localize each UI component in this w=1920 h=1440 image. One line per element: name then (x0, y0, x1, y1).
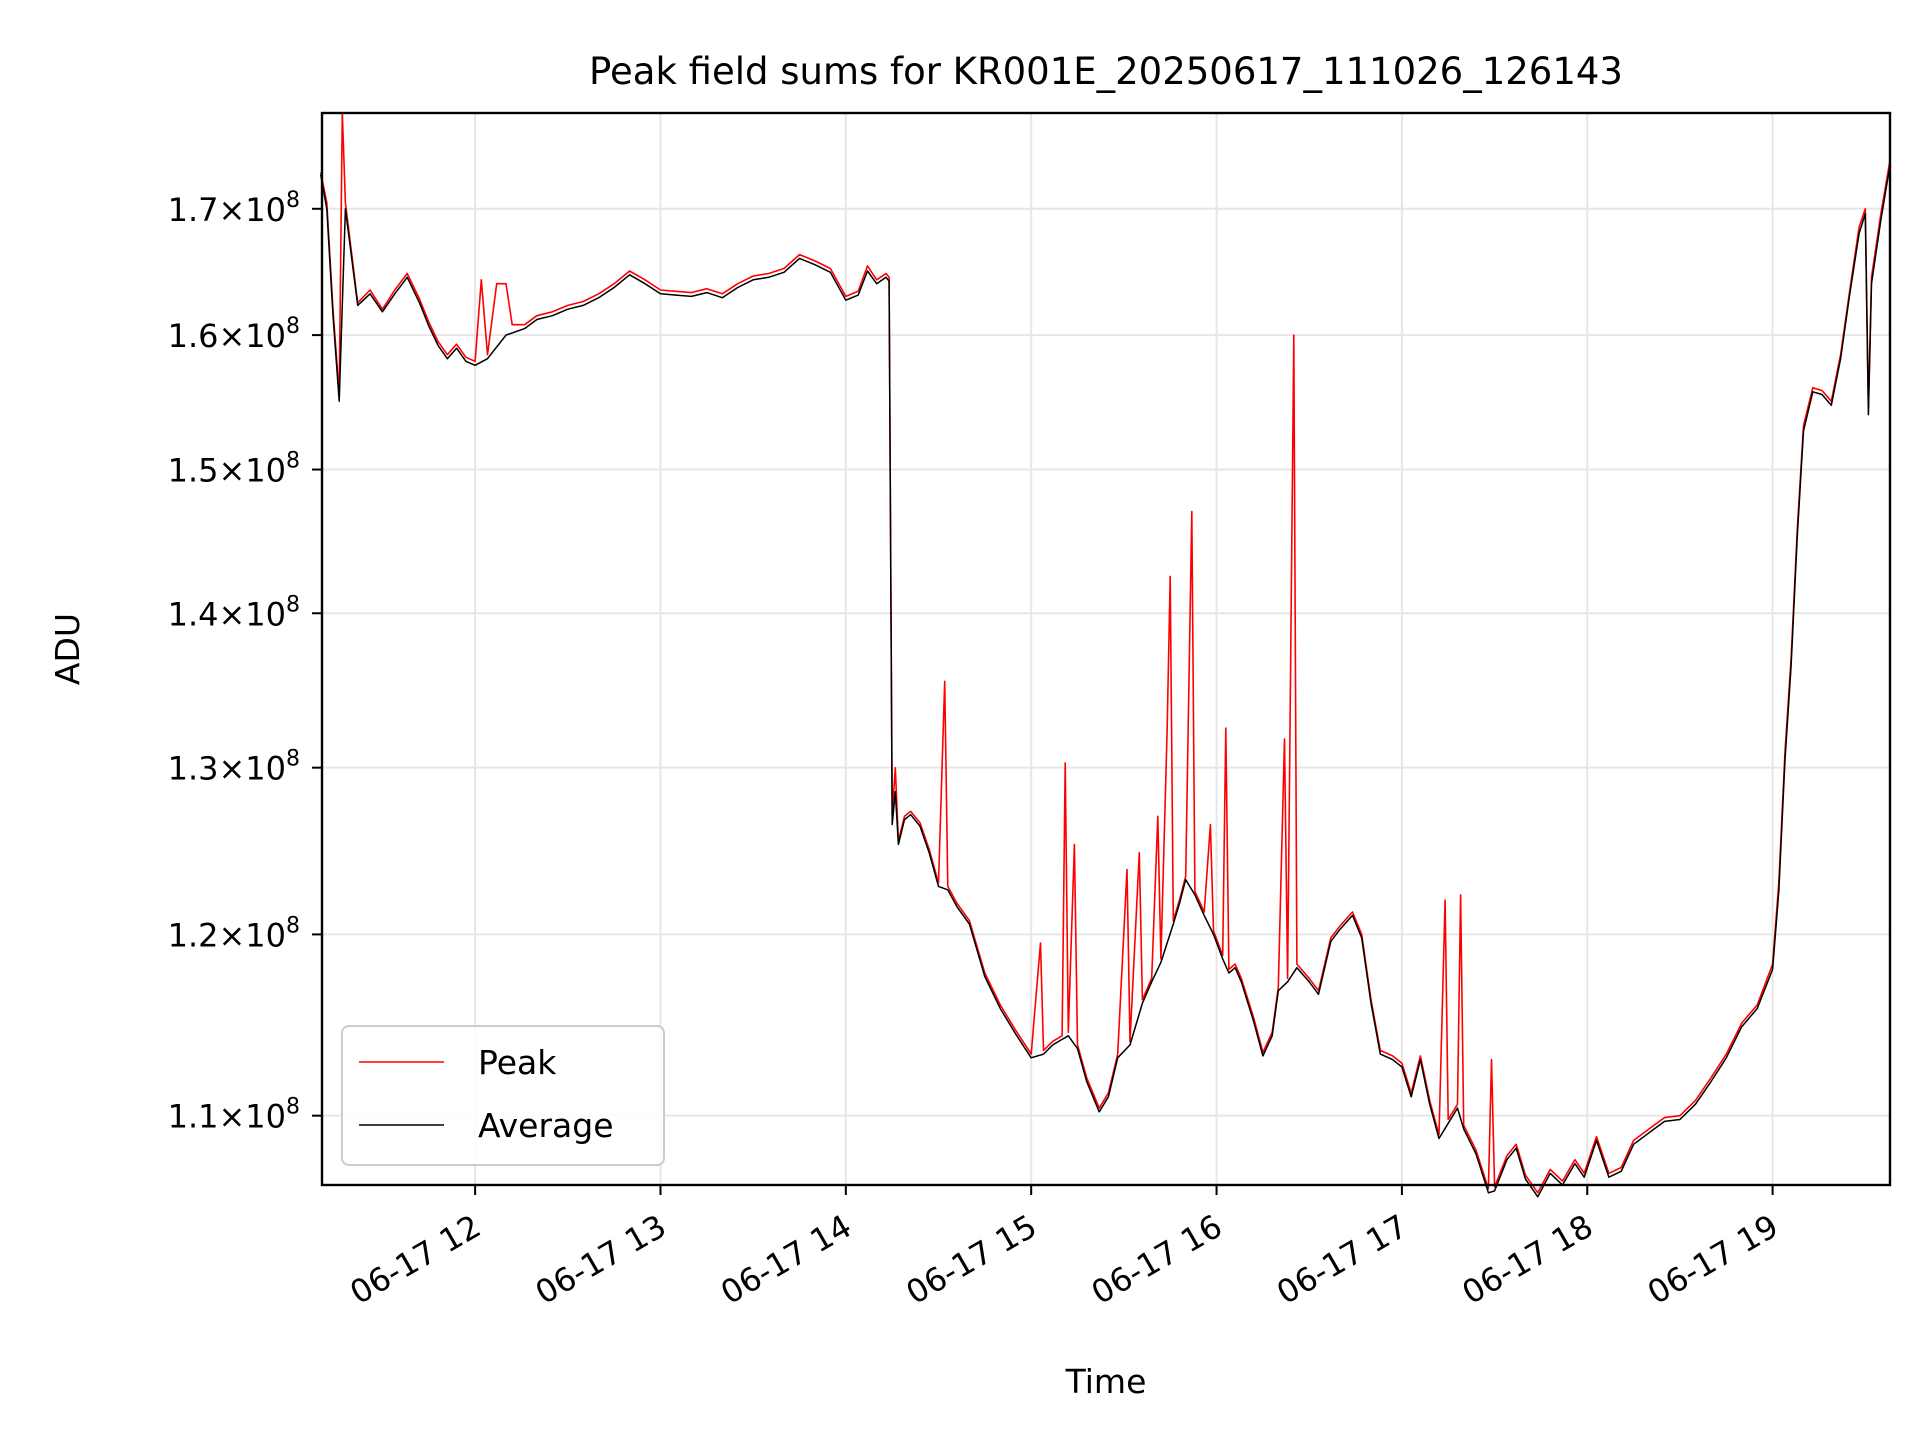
y-tick-label: 1.3×108 (168, 747, 300, 788)
series-line-peak (319, 112, 1891, 1194)
y-tick-exponent: 8 (286, 592, 300, 617)
y-tick-mantissa: 1.3 (168, 750, 219, 788)
y-tick-base: 10 (245, 452, 286, 490)
y-tick-exponent: 8 (286, 747, 300, 772)
y-tick-base: 10 (245, 317, 286, 355)
y-tick-times: × (218, 595, 245, 633)
y-tick-base: 10 (245, 750, 286, 788)
y-tick-times: × (218, 750, 245, 788)
y-tick-times: × (218, 317, 245, 355)
y-tick-exponent: 8 (286, 1095, 300, 1120)
y-tick-label: 1.1×108 (168, 1095, 300, 1136)
y-tick-mantissa: 1.5 (168, 452, 219, 490)
y-tick-label: 1.2×108 (168, 913, 300, 954)
y-tick-times: × (218, 452, 245, 490)
y-axis-label: ADU (48, 613, 87, 685)
y-tick-exponent: 8 (286, 913, 300, 938)
y-tick-label: 1.4×108 (168, 592, 300, 633)
y-tick-label: 1.6×108 (168, 314, 300, 355)
y-tick-base: 10 (245, 595, 286, 633)
series-group (319, 112, 1891, 1198)
plot-area-frame (320, 111, 1892, 1187)
y-tick-times: × (218, 916, 245, 954)
y-tick-label: 1.5×108 (168, 449, 300, 490)
grid (322, 113, 1890, 1185)
y-tick-mantissa: 1.4 (168, 595, 219, 633)
legend-peak-label: Peak (478, 1043, 557, 1082)
y-tick-mantissa: 1.7 (168, 191, 219, 229)
x-axis-label: Time (1065, 1362, 1147, 1401)
chart-title: Peak field sums for KR001E_20250617_1110… (589, 50, 1623, 93)
y-tick-exponent: 8 (286, 314, 300, 339)
legend-box (341, 1025, 665, 1166)
y-tick-mantissa: 1.6 (168, 317, 219, 355)
y-tick-exponent: 8 (286, 449, 300, 474)
y-tick-base: 10 (245, 191, 286, 229)
y-tick-times: × (218, 1098, 245, 1136)
y-tick-mantissa: 1.1 (168, 1098, 219, 1136)
y-tick-base: 10 (245, 916, 286, 954)
series-line-average (319, 164, 1891, 1198)
y-tick-base: 10 (245, 1098, 286, 1136)
legend-average-label: Average (478, 1106, 614, 1145)
y-tick-times: × (218, 191, 245, 229)
y-tick-mantissa: 1.2 (168, 916, 219, 954)
y-tick-label: 1.7×108 (168, 188, 300, 229)
legend: Peak Average (341, 1025, 665, 1166)
y-tick-exponent: 8 (286, 188, 300, 213)
y-axis-ticks: 1.1×1081.2×1081.3×1081.4×1081.5×1081.6×1… (168, 188, 322, 1136)
